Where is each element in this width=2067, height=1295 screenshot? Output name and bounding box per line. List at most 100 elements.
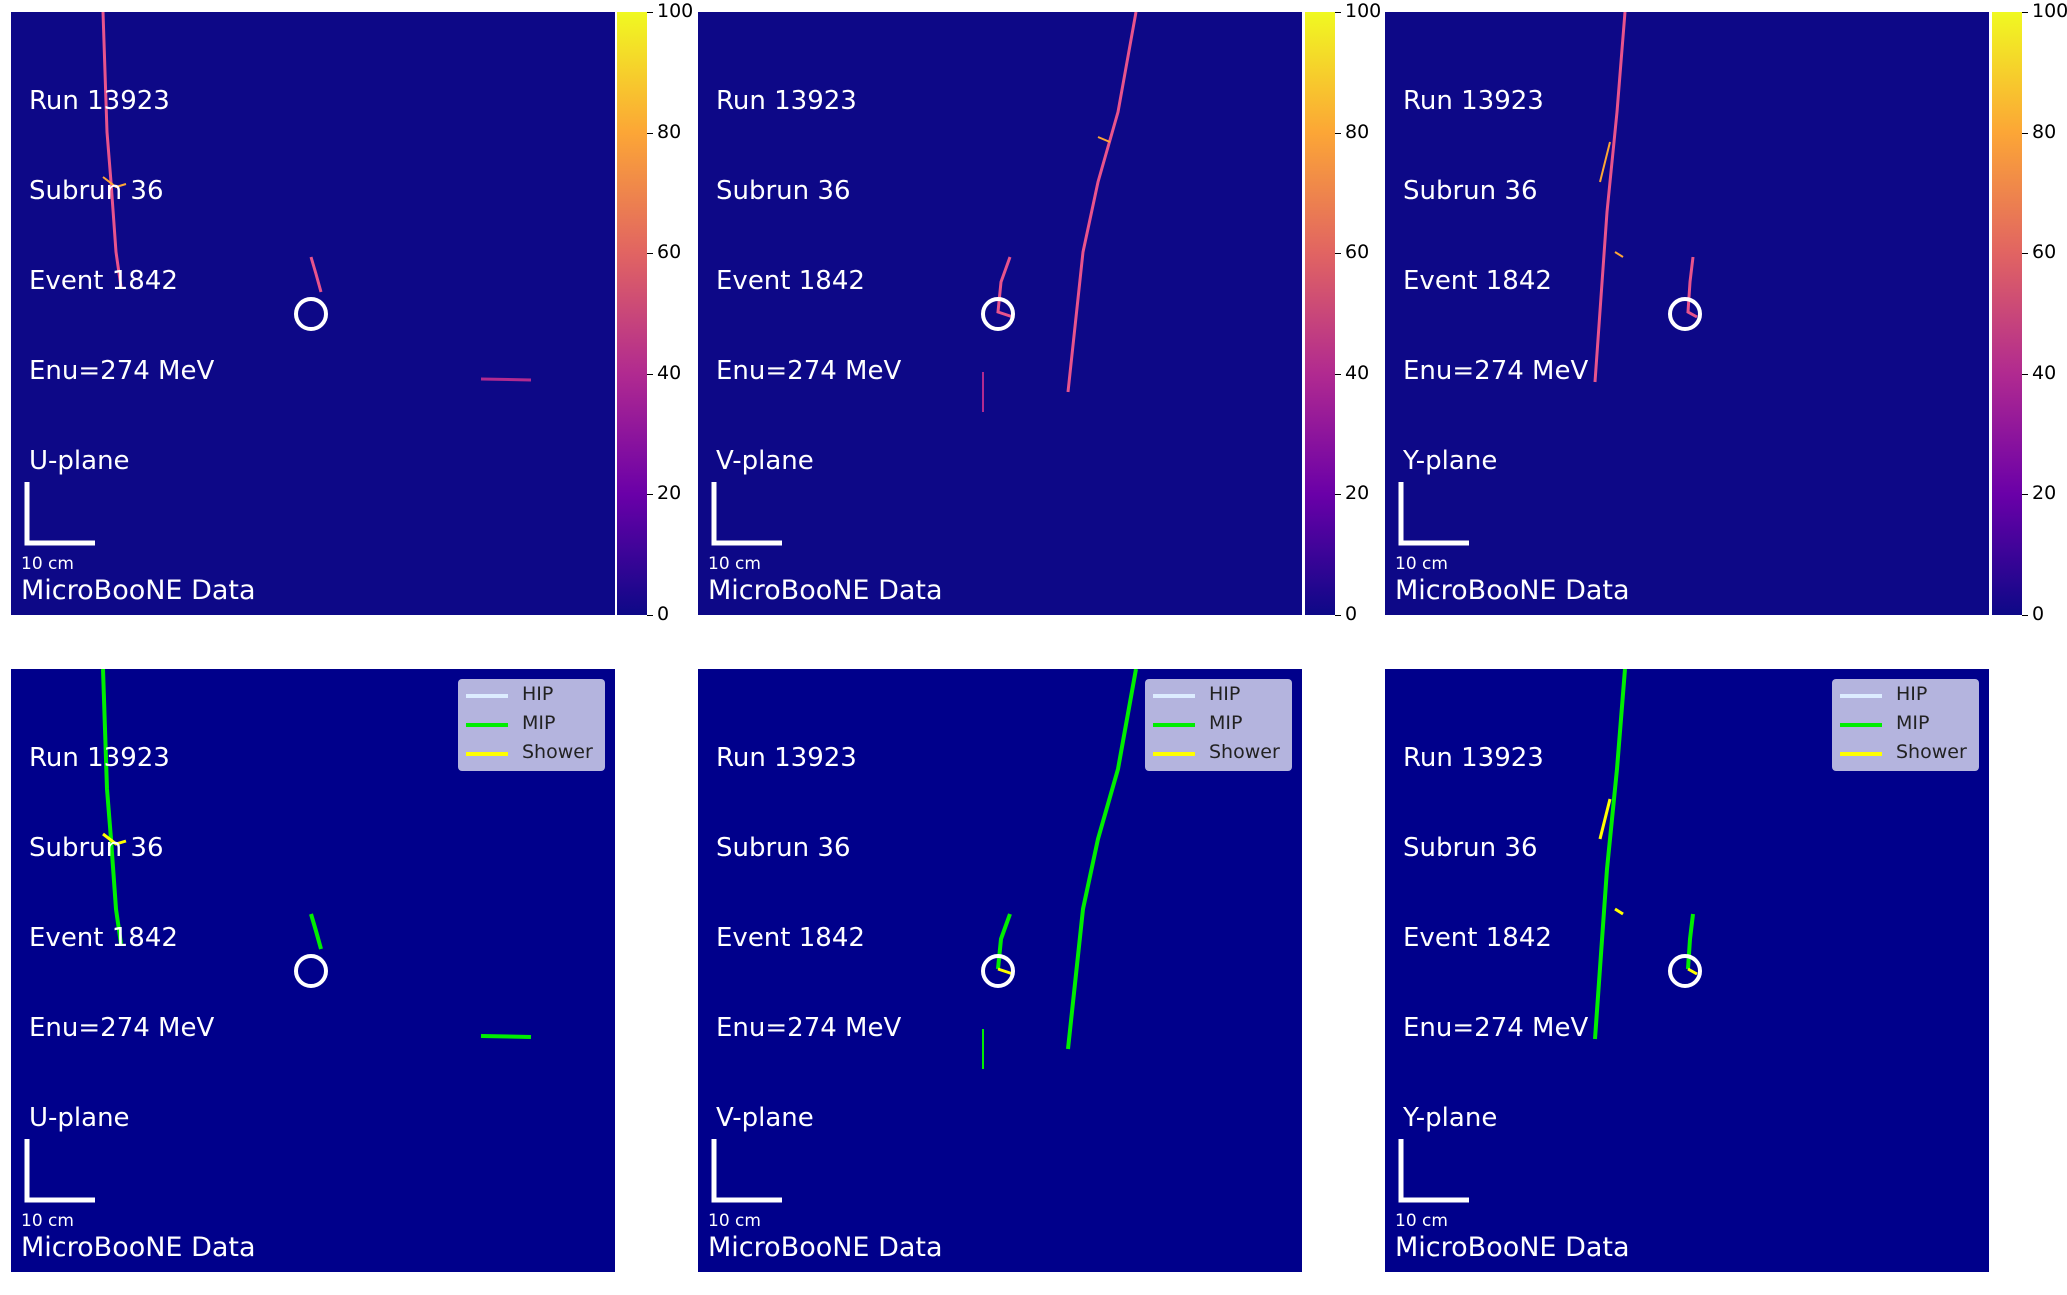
data-label: MicroBooNE Data xyxy=(1395,575,1630,606)
legend-label-hip: HIP xyxy=(1896,683,1928,705)
legend-swatch-mip xyxy=(466,723,508,727)
colorbar-tick-label: 40 xyxy=(2032,361,2057,384)
legend-label-hip: HIP xyxy=(522,683,554,705)
colorbar-tickmark xyxy=(647,615,653,616)
scale-label: 10 cm xyxy=(1395,1211,1448,1231)
neutrino-energy: Enu=274 MeV xyxy=(29,1013,215,1043)
segmentation-image-y-plane: Run 13923 Subrun 36 Event 1842 Enu=274 M… xyxy=(1385,669,1989,1272)
scale-label: 10 cm xyxy=(708,1211,761,1231)
legend-item-mip: MIP xyxy=(464,710,604,738)
data-label: MicroBooNE Data xyxy=(708,575,943,606)
legend-item-mip: MIP xyxy=(1151,710,1291,738)
legend-swatch-mip xyxy=(1153,723,1195,727)
segmentation-image-v-plane: Run 13923 Subrun 36 Event 1842 Enu=274 M… xyxy=(698,669,1302,1272)
plane-label: U-plane xyxy=(29,1103,130,1133)
event-info: Run 13923 Subrun 36 Event 1842 Enu=274 M… xyxy=(1403,26,1588,536)
neutrino-energy: Enu=274 MeV xyxy=(1403,356,1589,386)
legend-swatch-shower xyxy=(466,752,508,756)
charge-tracks-v xyxy=(981,12,1138,412)
data-label: MicroBooNE Data xyxy=(21,1232,256,1263)
colorbar-tickmark xyxy=(1335,373,1341,375)
colorbar-tick-label: 60 xyxy=(2032,241,2057,264)
scale-label: 10 cm xyxy=(708,554,761,574)
legend-label-mip: MIP xyxy=(1896,712,1930,734)
subrun-number: Subrun 36 xyxy=(716,176,851,206)
legend-item-mip: MIP xyxy=(1838,710,1978,738)
scale-bar xyxy=(24,482,95,546)
scale-bar xyxy=(1398,482,1469,546)
segmentation-tracks-u xyxy=(101,669,532,1039)
legend-label-shower: Shower xyxy=(1896,741,1967,763)
colorbar-tickmark xyxy=(1335,253,1341,255)
legend: HIP MIP Shower xyxy=(1145,679,1292,771)
colorbar-tickmark xyxy=(2022,615,2028,616)
colorbar-tick-label: 20 xyxy=(1345,482,1370,505)
legend-label-mip: MIP xyxy=(522,712,556,734)
colorbar-tickmark xyxy=(2022,132,2028,134)
colorbar-tickmark xyxy=(2022,494,2028,496)
scale-label: 10 cm xyxy=(21,1211,74,1231)
data-label: MicroBooNE Data xyxy=(1395,1232,1630,1263)
legend-swatch-hip xyxy=(466,694,508,698)
neutrino-energy: Enu=274 MeV xyxy=(29,356,215,386)
event-info: Run 13923 Subrun 36 Event 1842 Enu=274 M… xyxy=(716,683,901,1193)
legend-item-hip: HIP xyxy=(1838,681,1978,709)
event-number: Event 1842 xyxy=(1403,266,1552,296)
charge-tracks-y xyxy=(1593,12,1702,383)
colorbar-tickmark xyxy=(647,373,653,375)
charge-image-y-plane: Run 13923 Subrun 36 Event 1842 Enu=274 M… xyxy=(1385,12,1989,615)
event-number: Event 1842 xyxy=(29,266,178,296)
colorbar-tick-label: 60 xyxy=(1345,241,1370,264)
plane-label: U-plane xyxy=(29,446,130,476)
legend-item-shower: Shower xyxy=(1151,739,1291,767)
scale-bar xyxy=(711,1139,782,1203)
plane-label: Y-plane xyxy=(1403,446,1498,476)
plane-label: V-plane xyxy=(716,446,814,476)
neutrino-energy: Enu=274 MeV xyxy=(1403,1013,1589,1043)
legend-label-hip: HIP xyxy=(1209,683,1241,705)
colorbar-tickmark xyxy=(2022,12,2028,13)
legend-swatch-hip xyxy=(1840,694,1882,698)
legend: HIP MIP Shower xyxy=(458,679,605,771)
colorbar-tickmark xyxy=(1335,12,1341,13)
event-number: Event 1842 xyxy=(716,266,865,296)
colorbar-tickmark xyxy=(647,12,653,13)
colorbar-tick-label: 100 xyxy=(1345,0,1382,22)
event-info: Run 13923 Subrun 36 Event 1842 Enu=274 M… xyxy=(29,26,214,536)
neutrino-energy: Enu=274 MeV xyxy=(716,1013,902,1043)
event-number: Event 1842 xyxy=(29,923,178,953)
run-number: Run 13923 xyxy=(1403,86,1544,116)
scale-bar xyxy=(1398,1139,1469,1203)
plane-label: V-plane xyxy=(716,1103,814,1133)
legend-swatch-mip xyxy=(1840,723,1882,727)
colorbar-tick-label: 80 xyxy=(657,120,682,143)
colorbar-y xyxy=(1992,12,2022,615)
colorbar-tick-label: 60 xyxy=(657,241,682,264)
data-label: MicroBooNE Data xyxy=(21,575,256,606)
subrun-number: Subrun 36 xyxy=(716,833,851,863)
charge-image-u-plane: Run 13923 Subrun 36 Event 1842 Enu=274 M… xyxy=(11,12,615,615)
charge-tracks-u xyxy=(101,12,532,382)
colorbar-u xyxy=(617,12,647,615)
subrun-number: Subrun 36 xyxy=(1403,833,1538,863)
colorbar-tick-label: 100 xyxy=(2032,0,2067,22)
colorbar-tickmark xyxy=(1335,494,1341,496)
colorbar-tickmark xyxy=(2022,253,2028,255)
colorbar-tick-label: 0 xyxy=(2032,603,2045,625)
run-number: Run 13923 xyxy=(1403,743,1544,773)
subrun-number: Subrun 36 xyxy=(29,176,164,206)
legend-item-hip: HIP xyxy=(1151,681,1291,709)
scale-label: 10 cm xyxy=(1395,554,1448,574)
data-label: MicroBooNE Data xyxy=(708,1232,943,1263)
colorbar-tickmark xyxy=(1335,132,1341,134)
scale-bar xyxy=(24,1139,95,1203)
scale-bar xyxy=(711,482,782,546)
subrun-number: Subrun 36 xyxy=(1403,176,1538,206)
legend-item-shower: Shower xyxy=(1838,739,1978,767)
segmentation-image-u-plane: Run 13923 Subrun 36 Event 1842 Enu=274 M… xyxy=(11,669,615,1272)
scale-label: 10 cm xyxy=(21,554,74,574)
colorbar-tick-label: 20 xyxy=(657,482,682,505)
event-info: Run 13923 Subrun 36 Event 1842 Enu=274 M… xyxy=(29,683,214,1193)
run-number: Run 13923 xyxy=(716,86,857,116)
plane-label: Y-plane xyxy=(1403,1103,1498,1133)
